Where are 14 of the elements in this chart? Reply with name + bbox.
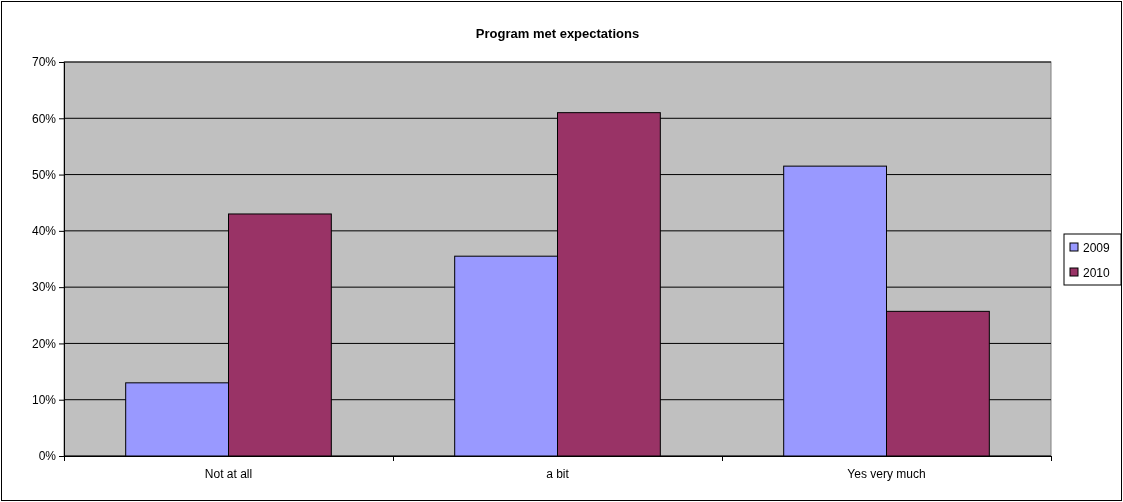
chart-title: Program met expectations <box>475 26 640 41</box>
y-tick-label: 70% <box>31 55 57 70</box>
y-tick-label: 60% <box>31 111 57 126</box>
x-tick-label: Yes very much <box>847 467 926 481</box>
y-tick-label: 30% <box>31 280 57 295</box>
y-tick-label: 0% <box>38 449 57 464</box>
y-tick-label: 20% <box>31 336 57 351</box>
legend-label: 2010 <box>1083 266 1111 280</box>
x-tick-label: a bit <box>546 467 570 481</box>
y-tick-label: 10% <box>31 393 57 408</box>
x-tick-label: Not at all <box>204 467 253 481</box>
y-tick-label: 40% <box>31 224 57 239</box>
y-tick-label: 50% <box>31 167 57 182</box>
legend-label: 2009 <box>1083 241 1111 255</box>
